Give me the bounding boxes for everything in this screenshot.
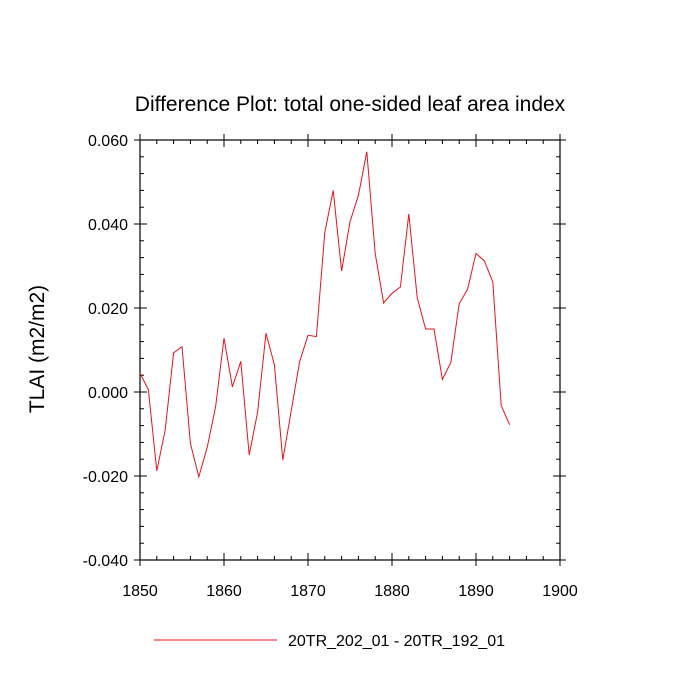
y-axis-label: TLAI (m2/m2) [26,285,49,413]
series-group [139,151,511,479]
x-tick-label: 1890 [458,583,494,600]
x-tick-label: 1870 [290,583,326,600]
x-tick-label: 1880 [374,583,410,600]
y-tick-label: 0.060 [88,133,128,150]
y-tick-label: -0.040 [83,553,128,570]
series-line [139,151,511,479]
chart-title: Difference Plot: total one-sided leaf ar… [135,93,566,116]
x-tick-label: 1850 [122,583,158,600]
axis-tick-labels: 1850 1860 1870 1880 1890 1900 -0.040 -0.020 0.00… [83,133,578,600]
y-tick-label: 0.040 [88,217,128,234]
legend-entry: 20TR_202_01 - 20TR_192_01 [288,633,505,650]
y-tick-label: 0.020 [88,301,128,318]
legend: 20TR_202_01 - 20TR_192_01 [154,633,505,650]
y-tick-label: 0.000 [88,385,128,402]
y-tick-label: -0.020 [83,469,128,486]
plot-frame [139,139,561,561]
axis-ticks [134,134,566,566]
x-tick-label: 1860 [206,583,242,600]
x-tick-label: 1900 [542,583,578,600]
